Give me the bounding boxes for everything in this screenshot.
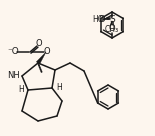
Text: H: H <box>18 86 24 95</box>
Text: CH₃: CH₃ <box>105 26 119 35</box>
Text: HO: HO <box>92 15 104 24</box>
Text: H: H <box>56 84 62 92</box>
Text: ⁻O: ⁻O <box>7 47 19 56</box>
Polygon shape <box>36 52 46 64</box>
Text: NH: NH <box>8 72 20 81</box>
Text: S: S <box>109 15 115 24</box>
Text: O: O <box>109 24 115 33</box>
Text: O: O <box>44 47 50 56</box>
Text: O: O <box>36 38 42 47</box>
Text: O: O <box>99 15 105 24</box>
